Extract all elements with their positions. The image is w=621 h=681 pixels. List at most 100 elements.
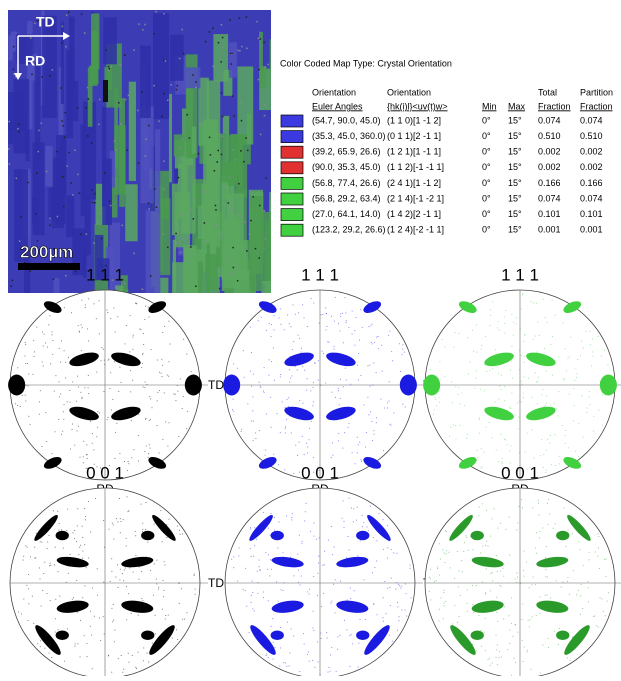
- scatter-point: [318, 562, 320, 564]
- scatter-point: [575, 377, 577, 379]
- map-grain: [95, 183, 106, 225]
- scatter-point: [309, 588, 311, 590]
- pole-figure-title: 1 1 1: [301, 265, 339, 284]
- map-speckle: [163, 188, 165, 191]
- pole-cluster: [567, 514, 591, 541]
- scatter-point: [522, 294, 524, 296]
- scatter-point: [58, 522, 60, 524]
- scatter-point: [147, 306, 149, 308]
- scatter-point: [384, 580, 386, 582]
- scatter-point: [292, 304, 294, 306]
- scatter-point: [81, 525, 83, 527]
- scatter-point: [288, 323, 290, 325]
- scatter-point: [135, 535, 137, 537]
- map-speckle: [188, 269, 191, 272]
- map-speckle: [94, 201, 96, 204]
- map-speckle: [56, 150, 58, 153]
- map-grain: [171, 183, 179, 236]
- scatter-point: [349, 635, 351, 637]
- scatter-point: [527, 649, 529, 651]
- scatter-point: [605, 576, 607, 578]
- scatter-point: [509, 450, 511, 452]
- pole-figure-title: 0 0 1: [86, 463, 124, 482]
- scatter-point: [317, 661, 319, 663]
- map-speckle: [220, 61, 222, 63]
- map-speckle: [250, 219, 252, 222]
- scatter-point: [297, 581, 299, 583]
- map-speckle: [191, 175, 193, 178]
- map-speckle: [265, 177, 267, 179]
- map-speckle: [238, 182, 240, 185]
- scatter-point: [406, 615, 408, 617]
- map-speckle: [220, 153, 223, 156]
- scatter-point: [555, 464, 557, 466]
- scatter-point: [130, 612, 132, 614]
- map-grain: [249, 195, 263, 292]
- scatter-point: [380, 398, 382, 400]
- scatter-point: [307, 446, 309, 448]
- map-speckle: [8, 120, 11, 123]
- scatter-point: [507, 649, 509, 651]
- scatter-point: [27, 619, 29, 621]
- color-swatch: [280, 114, 304, 128]
- scatter-point: [457, 586, 459, 588]
- map-grain: [102, 158, 112, 225]
- pole-cluster: [69, 352, 99, 367]
- scatter-point: [163, 590, 165, 592]
- scatter-point: [175, 400, 177, 402]
- scatter-point: [48, 324, 50, 326]
- scale-label: 200µm: [20, 242, 73, 261]
- scatter-point: [428, 576, 430, 578]
- map-grain: [229, 42, 237, 78]
- scatter-point: [153, 563, 155, 565]
- scatter-point: [520, 499, 522, 501]
- scatter-point: [430, 599, 432, 601]
- scatter-point: [259, 569, 261, 571]
- scatter-point: [238, 555, 240, 557]
- scatter-point: [263, 391, 265, 393]
- scatter-point: [454, 604, 456, 606]
- scatter-point: [54, 631, 56, 633]
- scatter-point: [546, 576, 548, 578]
- scatter-point: [476, 324, 478, 326]
- scatter-point: [542, 298, 544, 300]
- scatter-point: [43, 573, 45, 575]
- scatter-point: [113, 307, 115, 309]
- scatter-point: [486, 540, 488, 542]
- scatter-point: [138, 578, 140, 580]
- table-cell: 15°: [508, 131, 522, 141]
- map-speckle: [257, 37, 260, 40]
- scatter-point: [587, 587, 589, 589]
- scatter-point: [489, 369, 491, 371]
- scatter-point: [508, 473, 510, 475]
- scatter-point: [369, 505, 371, 507]
- scatter-point: [284, 406, 286, 408]
- scatter-point: [496, 611, 498, 613]
- scatter-point: [65, 581, 67, 583]
- map-speckle: [225, 257, 227, 260]
- scatter-point: [567, 447, 569, 449]
- map-grain: [60, 21, 64, 104]
- scatter-point: [597, 335, 599, 337]
- scatter-point: [28, 603, 30, 605]
- pole-cluster: [470, 630, 484, 640]
- map-speckle: [13, 73, 15, 75]
- scatter-point: [400, 587, 402, 589]
- scatter-point: [436, 405, 438, 407]
- map-grain: [8, 122, 14, 145]
- map-grain: [192, 183, 201, 291]
- scatter-point: [252, 373, 254, 375]
- table-cell: (35.3, 45.0, 360.0): [312, 131, 386, 141]
- scatter-point: [487, 545, 489, 547]
- scatter-point: [145, 445, 147, 447]
- scatter-point: [300, 575, 302, 577]
- map-grain: [237, 137, 243, 191]
- map-speckle: [8, 148, 10, 150]
- scatter-point: [39, 390, 41, 392]
- scatter-point: [398, 616, 400, 618]
- scatter-point: [334, 296, 336, 298]
- scatter-point: [351, 452, 353, 454]
- scatter-point: [252, 440, 254, 442]
- map-speckle: [222, 46, 224, 49]
- scatter-point: [135, 554, 137, 556]
